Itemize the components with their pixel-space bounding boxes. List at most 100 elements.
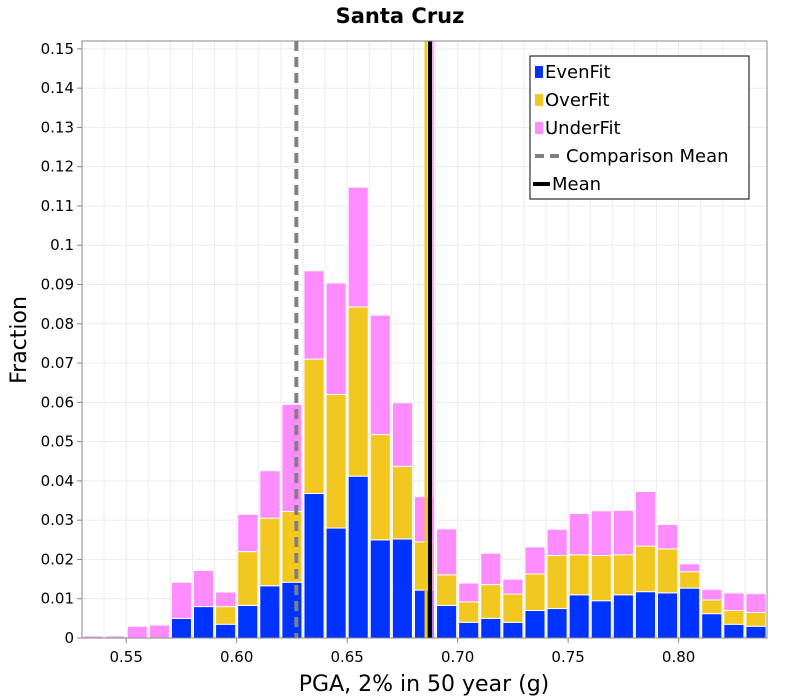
y-tick-label: 0.05: [41, 433, 74, 451]
bar-underfit: [524, 546, 546, 575]
bar-underfit: [723, 592, 745, 612]
bar-overfit: [568, 554, 590, 596]
legend-swatch-overfit: [535, 94, 543, 106]
bar-evenfit: [237, 604, 259, 639]
y-tick-label: 0.15: [41, 40, 74, 58]
bar-overfit: [259, 517, 281, 587]
bar-underfit: [126, 625, 148, 639]
bar-underfit: [568, 512, 590, 556]
bar-overfit: [657, 548, 679, 594]
bar-underfit: [369, 314, 391, 436]
y-tick-label: 0.04: [41, 472, 74, 490]
bar-underfit: [170, 581, 192, 619]
legend-swatch-evenfit: [535, 66, 543, 78]
y-tick-label: 0.01: [41, 590, 74, 608]
bar-evenfit: [480, 617, 502, 639]
y-tick-label: 0.03: [41, 511, 74, 529]
bar-overfit: [590, 555, 612, 602]
bar-evenfit: [634, 591, 657, 639]
bar-overfit: [723, 610, 745, 625]
bar-evenfit: [723, 623, 745, 639]
y-tick-label: 0.02: [41, 550, 74, 568]
bar-overfit: [369, 434, 391, 541]
chart-title: Santa Cruz: [336, 4, 465, 28]
bar-underfit: [237, 513, 259, 553]
bar-overfit: [701, 599, 723, 615]
bar-overfit: [524, 573, 546, 612]
legend-label-mean: Mean: [552, 174, 601, 195]
y-tick-label: 0: [64, 629, 74, 647]
bar-underfit: [303, 270, 325, 360]
y-tick-label: 0.1: [50, 236, 74, 254]
bar-overfit: [281, 511, 303, 583]
bar-evenfit: [679, 587, 701, 639]
bar-evenfit: [281, 581, 303, 639]
legend: EvenFit OverFit UnderFit Comparison Mean Mea…: [529, 55, 750, 200]
bar-evenfit: [502, 621, 524, 639]
bar-underfit: [436, 528, 458, 576]
bar-underfit: [325, 282, 347, 395]
bar-underfit: [458, 582, 480, 603]
bar-overfit: [679, 571, 701, 589]
bar-overfit: [237, 551, 259, 606]
bar-evenfit: [701, 613, 723, 639]
legend-box: [529, 55, 750, 200]
bar-overfit: [347, 306, 369, 477]
bar-underfit: [701, 588, 723, 601]
bar-evenfit: [458, 621, 480, 639]
bar-underfit: [612, 509, 634, 556]
bar-overfit: [480, 584, 502, 619]
bar-evenfit: [612, 594, 634, 639]
bar-evenfit: [259, 585, 281, 639]
bar-overfit: [303, 358, 325, 494]
y-tick-label: 0.07: [41, 354, 74, 372]
x-axis-label: PGA, 2% in 50 year (g): [299, 672, 550, 697]
bar-evenfit: [590, 600, 612, 639]
bar-underfit: [215, 591, 237, 608]
mean-lines: [294, 41, 434, 638]
bar-overfit: [612, 554, 634, 596]
legend-swatch-underfit: [535, 122, 543, 134]
bar-overfit: [634, 545, 657, 593]
y-axis-ticks: 0 0.01 0.02 0.03 0.04 0.05 0.06 0.07 0.08 0.09 0.1…: [41, 40, 82, 647]
bar-overfit: [436, 574, 458, 606]
bar-evenfit: [568, 594, 590, 639]
bar-evenfit: [391, 538, 413, 639]
bar-evenfit: [170, 617, 192, 639]
bar-overfit: [325, 393, 347, 529]
bar-underfit: [259, 470, 281, 519]
bar-underfit: [590, 510, 612, 557]
bar-overfit: [745, 611, 767, 627]
y-tick-label: 0.08: [41, 315, 74, 333]
bar-overfit: [215, 606, 237, 625]
bar-evenfit: [347, 475, 369, 639]
bar-overfit: [546, 555, 568, 610]
bar-evenfit: [657, 592, 679, 639]
bar-evenfit: [325, 527, 347, 639]
bar-underfit: [634, 490, 657, 547]
bar-underfit: [148, 624, 170, 639]
legend-label-evenfit: EvenFit: [545, 62, 611, 83]
legend-label-comparison-mean: Comparison Mean: [566, 146, 729, 167]
bar-evenfit: [546, 608, 568, 639]
legend-label-overfit: OverFit: [545, 90, 609, 111]
y-tick-label: 0.06: [41, 393, 74, 411]
y-tick-label: 0.11: [41, 197, 74, 215]
y-tick-label: 0.14: [41, 79, 74, 97]
bar-underfit: [347, 186, 369, 308]
legend-label-underfit: UnderFit: [545, 118, 621, 139]
bar-underfit: [480, 552, 502, 586]
bar-evenfit: [303, 492, 325, 639]
y-tick-label: 0.13: [41, 118, 74, 136]
bar-underfit: [657, 523, 679, 550]
bar-evenfit: [745, 625, 767, 639]
bar-underfit: [679, 563, 701, 573]
bar-evenfit: [215, 623, 237, 639]
bar-overfit: [458, 601, 480, 623]
x-tick-label: 0.55: [109, 648, 142, 666]
bar-underfit: [391, 402, 413, 467]
x-tick-label: 0.65: [330, 648, 363, 666]
bar-evenfit: [369, 539, 391, 639]
bar-underfit: [546, 528, 568, 557]
